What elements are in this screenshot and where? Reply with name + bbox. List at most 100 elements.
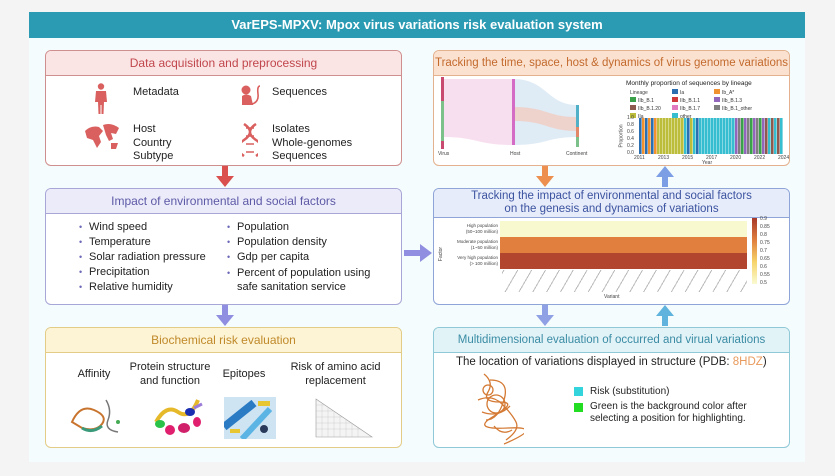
- protein-structure-label: Protein structure and function: [129, 361, 211, 387]
- colorbar-tick: 0.5: [760, 280, 767, 286]
- page-title: VarEPS-MPXV: Mpox virus variations risk …: [29, 12, 805, 38]
- x-tick: 2017: [706, 155, 718, 161]
- row-label-line: (1~50 million): [470, 245, 498, 250]
- y-tick: 1.0: [627, 115, 634, 121]
- sankey-axis-virus: Virus: [438, 151, 450, 157]
- lineage-bar: [759, 118, 762, 154]
- legend-item: Ia: [672, 89, 684, 96]
- amino-acid-risk-matrix-image: [315, 398, 373, 438]
- lineage-bar: [672, 118, 675, 154]
- amino-acid-risk-label: Risk of amino acid replacement: [290, 361, 381, 387]
- heatmap-x-label: Variant: [604, 294, 620, 300]
- arrow-up-blue: [656, 166, 674, 187]
- heatmap-row-label: Moderate population (1~50 million): [438, 237, 498, 253]
- multidimensional-evaluation-panel: Multidimensional evaluation of occurred …: [433, 327, 790, 448]
- colorbar-tick: 0.85: [760, 224, 770, 230]
- panel-title: Data acquisition and preprocessing: [46, 51, 401, 76]
- lineage-bar: [780, 118, 783, 154]
- legend-label: Ib_A*: [722, 90, 735, 96]
- protein-3d-structure[interactable]: [474, 370, 524, 446]
- lineage-bar: [642, 118, 645, 154]
- arrow-down-lavender: [536, 305, 554, 326]
- sankey-axis-host: Host: [510, 151, 521, 157]
- x-tick: 2015: [682, 155, 694, 161]
- y-tick: 0.4: [627, 136, 634, 142]
- legend-item: IIa: [630, 113, 644, 120]
- row-label-line: (50~100 million): [465, 229, 498, 234]
- lineage-bar: [732, 118, 735, 154]
- heatmap-colorbar: [752, 218, 757, 284]
- lineage-bar: [699, 118, 702, 154]
- host-country-subtype: Host Country Subtype: [133, 123, 173, 164]
- subtype-label: Subtype: [133, 150, 174, 162]
- y-tick: 0.6: [627, 129, 634, 135]
- lineage-bar: [669, 118, 672, 154]
- panel-title: Multidimensional evaluation of occurred …: [434, 328, 789, 353]
- legend-swatch: [714, 89, 720, 94]
- structure-caption-close: ): [762, 356, 767, 368]
- lineage-bar: [663, 118, 666, 154]
- affinity-structure-image: [70, 399, 120, 433]
- legend-label: IIb_B.1_other: [722, 106, 753, 112]
- heatmap-variant-ticks: [502, 270, 747, 292]
- host-label: Host: [133, 123, 156, 135]
- panel-title: Tracking the impact of environmental and…: [434, 189, 789, 218]
- lineage-bar: [750, 118, 753, 154]
- colorbar-tick: 0.8: [760, 232, 767, 238]
- sankey-axis-continent: Continent: [566, 151, 588, 157]
- impact-tracking-panel: Tracking the impact of environmental and…: [433, 188, 790, 305]
- row-label-line: (> 100 million): [469, 261, 498, 266]
- lineage-bar: [717, 118, 720, 154]
- heatmap: [500, 221, 747, 269]
- lineage-bar: [687, 118, 690, 154]
- lineage-bar: [660, 118, 663, 154]
- lineage-chart-title: Monthly proportion of sequences by linea…: [626, 80, 752, 87]
- legend-swatch: [630, 97, 636, 102]
- tracking-variations-panel: Tracking the time, space, host & dynamic…: [433, 50, 790, 166]
- panel-title: Biochemical risk evaluation: [46, 328, 401, 353]
- lineage-bar: [639, 118, 642, 154]
- row-label-line: Very high population: [457, 255, 498, 260]
- legend-swatch: [672, 113, 678, 118]
- legend-label: Ia: [680, 90, 685, 96]
- whole-genomes-label: Whole-genomes: [272, 136, 353, 149]
- colorbar-tick: 0.9: [760, 216, 767, 222]
- sankey-diagram: [441, 77, 579, 149]
- factor-item: Precipitation: [79, 265, 206, 280]
- lineage-bar: [684, 118, 687, 154]
- legend-swatch: [672, 105, 678, 110]
- panel-title-line-1: Tracking the impact of environmental and…: [471, 190, 752, 202]
- lineage-bar: [729, 118, 732, 154]
- lineage-bar: [666, 118, 669, 154]
- lineage-bar: [675, 118, 678, 154]
- lineage-bar: [702, 118, 705, 154]
- country-label: Country: [133, 136, 172, 149]
- lineage-bar: [711, 118, 714, 154]
- lineage-bar: [645, 118, 648, 154]
- structure-caption-text: The location of variations displayed in …: [456, 356, 733, 368]
- lineage-bar: [678, 118, 681, 154]
- monkey-icon: [241, 85, 261, 105]
- lineage-bar: [651, 118, 654, 154]
- factor-item: Gdp per capita: [227, 250, 370, 265]
- legend-label: IIb_B.1.3: [722, 98, 743, 104]
- epitopes-image: [224, 397, 276, 439]
- heatmap-row-label: Very high population (> 100 million): [438, 253, 498, 269]
- heatmap-row: [500, 253, 747, 269]
- heatmap-row: [500, 237, 747, 253]
- lineage-bar: [648, 118, 651, 154]
- lineage-bar: [654, 118, 657, 154]
- lineage-bar: [690, 118, 693, 154]
- lineage-bar: [696, 118, 699, 154]
- factor-item: Solar radiation pressure: [79, 250, 206, 265]
- lineage-bar: [735, 118, 738, 154]
- data-acquisition-panel: Data acquisition and preprocessing Metad…: [45, 50, 402, 166]
- colorbar-tick: 0.75: [760, 240, 770, 246]
- lineage-y-label: Proportion: [618, 124, 625, 148]
- arrow-up-teal: [656, 305, 674, 326]
- highlight-legend-swatch: [574, 403, 583, 412]
- lineage-bar: [714, 118, 717, 154]
- biochemical-risk-panel: Biochemical risk evaluation Affinity Pro…: [45, 327, 402, 448]
- pdb-id-link[interactable]: 8HDZ: [732, 356, 763, 368]
- lineage-bar: [771, 118, 774, 154]
